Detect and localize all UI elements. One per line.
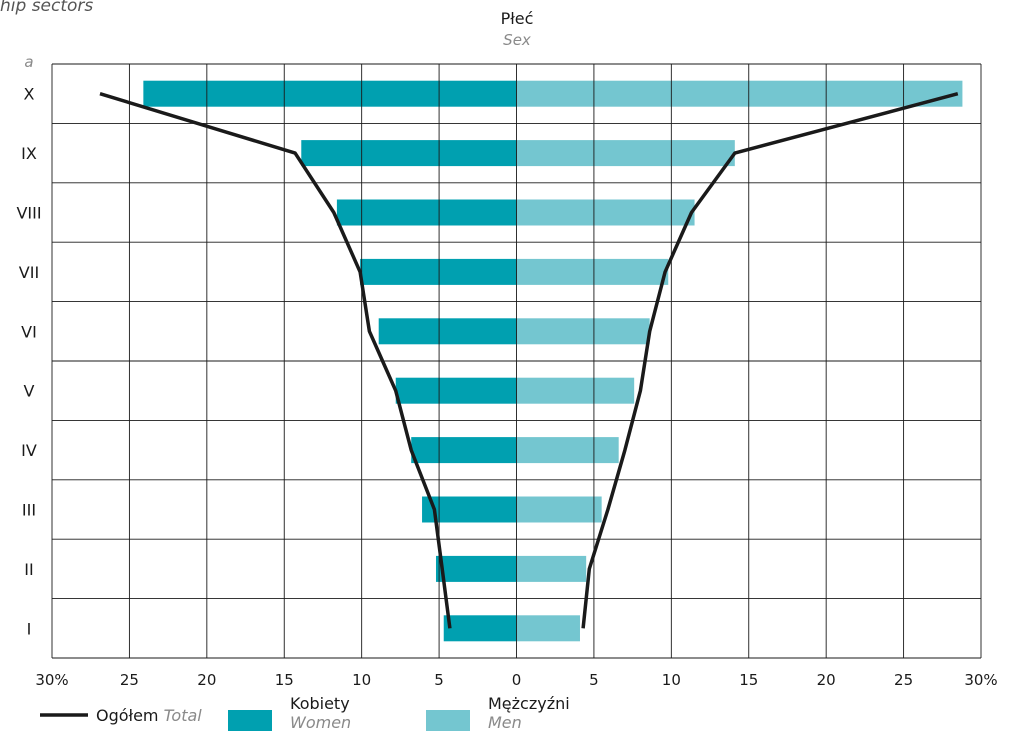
bar-women-V [395, 377, 517, 404]
bar-men-I [516, 615, 580, 642]
bar-men-V [516, 377, 635, 404]
legend-women-swatch [228, 710, 272, 731]
bar-women-X [143, 80, 517, 107]
x-tick-label: 20 [817, 671, 836, 689]
category-label: VI [21, 322, 37, 341]
bar-men-VIII [516, 199, 695, 226]
x-tick-label: 25 [894, 671, 913, 689]
category-label: VIII [16, 204, 41, 223]
legend-total-line-icon [40, 713, 88, 717]
legend-total-sub: Total [163, 706, 202, 725]
legend-women-label: Kobiety [290, 694, 350, 713]
category-label: II [24, 560, 33, 579]
legend-women-sub: Women [290, 713, 352, 732]
category-label: VII [19, 263, 39, 282]
category-label: IX [21, 144, 37, 163]
x-tick-label: 25 [120, 671, 139, 689]
x-tick-label: 30% [35, 671, 68, 689]
chart-subtitle: Sex [503, 31, 531, 49]
x-tick-label: 10 [352, 671, 371, 689]
legend-total-label: Ogółem [96, 706, 159, 725]
bar-women-IV [411, 437, 517, 464]
bar-women-VI [378, 318, 517, 345]
x-tick-label: 5 [434, 671, 444, 689]
bar-women-VIII [336, 199, 517, 226]
total-line-women-side [99, 92, 452, 629]
bars-layer [143, 80, 963, 642]
total-line-men-side [581, 92, 959, 629]
bar-women-IX [301, 140, 517, 167]
legend-men-swatch [426, 710, 470, 731]
x-tick-labels: 30% 25 20 15 10 5 0 5 10 15 20 25 30% [35, 671, 997, 689]
x-tick-label: 10 [662, 671, 681, 689]
bar-men-II [516, 555, 587, 582]
x-tick-label: 0 [512, 671, 522, 689]
category-label: I [27, 619, 32, 638]
bar-men-IX [516, 140, 735, 167]
bar-women-II [435, 555, 517, 582]
chart-title: Płeć [501, 9, 534, 28]
legend-men-label: Mężczyźni [488, 694, 570, 713]
grid-layer [51, 63, 982, 659]
total-line-layer [99, 92, 959, 629]
bar-women-III [422, 496, 517, 523]
x-tick-label: 15 [739, 671, 758, 689]
legend-men: Mężczyźni Men [488, 694, 570, 732]
legend-total: Ogółem Total [96, 706, 202, 725]
bar-women-I [443, 615, 517, 642]
x-tick-label: 20 [197, 671, 216, 689]
bar-men-III [516, 496, 602, 523]
legend-women: Kobiety Women [290, 694, 351, 732]
bar-men-X [516, 80, 963, 107]
bar-women-VII [360, 258, 517, 285]
bar-men-VII [516, 258, 669, 285]
category-label: III [22, 501, 36, 520]
x-tick-label: 30% [964, 671, 997, 689]
chart-title-fragment: hip sectors [0, 0, 94, 16]
legend-men-sub: Men [488, 713, 522, 732]
x-tick-label: 5 [589, 671, 599, 689]
bar-men-IV [516, 437, 619, 464]
y-axis-label: a [24, 53, 33, 71]
category-label: V [24, 382, 35, 401]
category-label: X [24, 85, 35, 104]
category-label: IV [21, 441, 37, 460]
bar-men-VI [516, 318, 650, 345]
x-tick-label: 15 [275, 671, 294, 689]
